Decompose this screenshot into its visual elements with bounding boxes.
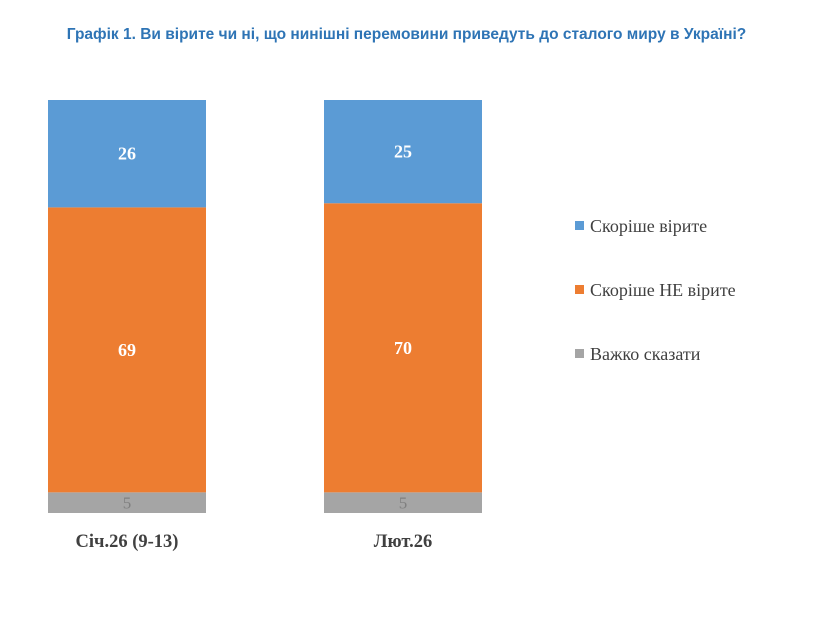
category-label-1: Січ.26 (9-13)	[76, 532, 179, 552]
legend-swatch-3	[575, 349, 584, 358]
data-label-believe-2: 25	[394, 142, 412, 162]
bar-segment-hard-to-say-1	[48, 492, 206, 513]
data-label-not-believe-1: 69	[118, 340, 136, 360]
legend-label-3: Важко сказати	[590, 344, 701, 364]
data-label-believe-1: 26	[118, 144, 136, 164]
bar-segment-not-believe-2	[324, 203, 482, 493]
bar-segment-not-believe-1	[48, 207, 206, 493]
legend-swatch-1	[575, 221, 584, 230]
legend-label-1: Скоріше вірите	[590, 216, 707, 236]
data-label-not-believe-2: 70	[394, 338, 412, 358]
legend-label-2: Скоріше НЕ вірите	[590, 280, 736, 300]
chart-title: Графік 1. Ви вірите чи ні, що нинішні пе…	[66, 26, 747, 43]
legend-swatch-2	[575, 285, 584, 294]
data-label-hard-to-say-1: 5	[123, 494, 132, 513]
bar-segment-hard-to-say-2	[324, 492, 482, 513]
bar-segment-believe-2	[324, 100, 482, 204]
data-label-hard-to-say-2: 5	[399, 494, 408, 513]
bar-segment-believe-1	[48, 100, 206, 208]
category-label-2: Лют.26	[374, 532, 433, 552]
